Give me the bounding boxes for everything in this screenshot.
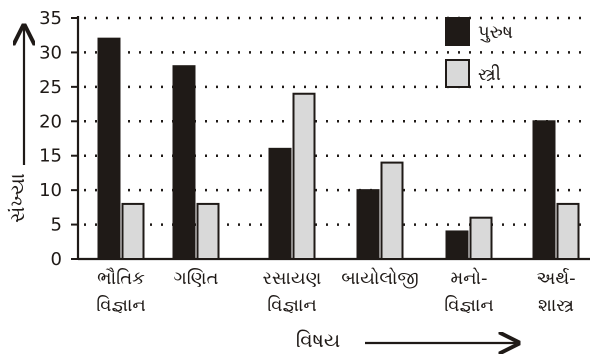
y-tick-label: 15 [39,146,62,167]
legend-swatch-male [445,17,470,46]
bar-female [556,202,580,261]
x-tick-label: વિજ્ઞાન [96,295,146,316]
x-tick-label: વિજ્ઞાન [267,295,317,316]
legend-label-male: પુરુષ [478,22,513,43]
y-tick-label: 0 [51,249,62,270]
y-tick-label: 10 [39,180,62,201]
x-tick-label: અર્થ- [536,268,575,289]
x-axis-title: વિષય [296,328,341,352]
axes [24,16,590,343]
legend-swatch-female [445,59,470,88]
bar-female [196,202,220,261]
y-tick-label: 25 [39,77,62,98]
y-tick-label: 35 [39,8,62,29]
bar-male [532,120,556,260]
y-axis-title: સંખ્યા [5,173,29,223]
bar-male [445,230,469,260]
x-tick-label: ભૌતિક [97,267,145,289]
bar-male [97,37,121,260]
tick-labels: 0 5 10 15 20 25 30 35 ભૌતિક વિજ્ઞાન ગણિત રસાયણ વિજ્ઞ… [5,8,576,352]
bar-female [380,161,404,261]
bar-male [268,147,292,260]
x-tick-label: વિજ્ઞાન [444,295,494,316]
bar-female [292,92,316,260]
y-tick-label: 20 [39,111,62,132]
bar-male [356,189,380,260]
x-tick-label: શાસ્ત્ર [538,295,574,316]
x-tick-label: રસાયણ [263,268,322,289]
bar-female [469,216,493,260]
y-tick-label: 30 [39,42,62,63]
bar-female [121,202,145,261]
legend: પુરુષ સ્ત્રી [445,17,513,88]
x-tick-label: બાયોલોજી [341,268,419,289]
legend-label-female: સ્ત્રી [478,64,501,85]
x-tick-label: ગણિત [174,268,219,289]
bars [97,37,580,261]
x-tick-label: મનો- [450,268,487,289]
bar-male [172,65,196,260]
grid-lines [84,16,590,226]
y-tick-label: 5 [51,215,62,236]
